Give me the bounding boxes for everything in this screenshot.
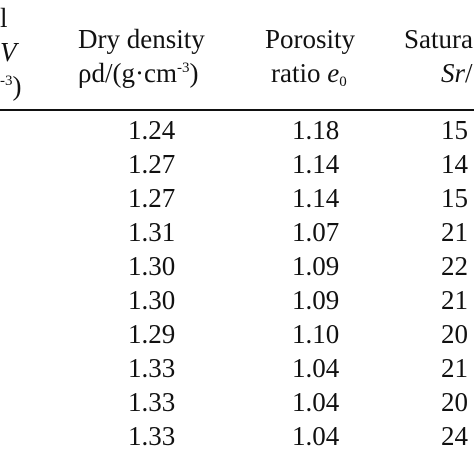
cell-dry-density: 1.30 (128, 285, 176, 315)
cell-dry-density: 1.33 (128, 387, 176, 417)
cell-saturation: 15 (441, 183, 468, 213)
cell-dry-density: 1.33 (128, 421, 176, 451)
header-dry-density-superscript: -3 (176, 60, 190, 76)
header-porosity-line2: ratio e0 (265, 60, 355, 94)
header-porosity-ratio-word: ratio (271, 58, 328, 88)
header-saturation-line1: Satura (404, 24, 473, 54)
header-dry-density-unit: ρd/(g·cm (78, 58, 177, 88)
header-porosity-ratio: Porosity ratio e0 (265, 26, 355, 94)
cell-porosity-ratio: 1.09 (292, 251, 340, 281)
cell-saturation: 24 (441, 421, 468, 451)
header-col0-line3: -3) (0, 73, 22, 107)
cell-saturation: 21 (441, 217, 468, 247)
header-porosity-variable: e (327, 58, 340, 88)
cell-saturation: 20 (441, 387, 468, 417)
cell-porosity-ratio: 1.04 (292, 421, 340, 451)
header-rule (0, 109, 474, 111)
cell-saturation: 21 (441, 285, 468, 315)
cell-porosity-ratio: 1.14 (292, 183, 340, 213)
header-dry-density-line2: ρd/(g·cm-3) (78, 60, 205, 94)
cell-dry-density: 1.33 (128, 353, 176, 383)
cell-saturation: 14 (441, 149, 468, 179)
cell-dry-density: 1.27 (128, 149, 176, 179)
header-saturation-variable: Sr (441, 58, 466, 88)
header-dry-density: Dry density ρd/(g·cm-3) (78, 26, 205, 94)
cell-dry-density: 1.24 (128, 115, 176, 145)
cell-dry-density: 1.31 (128, 217, 176, 247)
header-col0-line1: l (0, 3, 8, 33)
cell-porosity-ratio: 1.14 (292, 149, 340, 179)
cell-porosity-ratio: 1.04 (292, 353, 340, 383)
header-dry-density-close: ) (189, 58, 199, 88)
cell-dry-density: 1.27 (128, 183, 176, 213)
header-porosity-line1: Porosity (265, 24, 356, 54)
header-col0-line2: V (0, 37, 17, 67)
cell-porosity-ratio: 1.18 (292, 115, 340, 145)
header-saturation: Satura Sr/ (404, 26, 473, 94)
cell-porosity-ratio: 1.07 (292, 217, 340, 247)
header-col0-paren: ) (12, 71, 22, 101)
cell-porosity-ratio: 1.10 (292, 319, 340, 349)
header-col0-superscript: -3 (0, 73, 13, 89)
header-saturation-slash: / (465, 58, 473, 88)
header-dry-density-line1: Dry density (78, 24, 205, 54)
cell-porosity-ratio: 1.09 (292, 285, 340, 315)
header-col0-fragment: l V -3) (0, 5, 22, 107)
cell-saturation: 15 (441, 115, 468, 145)
cell-saturation: 20 (441, 319, 468, 349)
cell-porosity-ratio: 1.04 (292, 387, 340, 417)
cell-dry-density: 1.30 (128, 251, 176, 281)
cell-saturation: 22 (441, 251, 468, 281)
header-saturation-line2: Sr/ (404, 60, 473, 94)
header-porosity-subscript: 0 (339, 74, 347, 90)
cell-saturation: 21 (441, 353, 468, 383)
cell-dry-density: 1.29 (128, 319, 176, 349)
